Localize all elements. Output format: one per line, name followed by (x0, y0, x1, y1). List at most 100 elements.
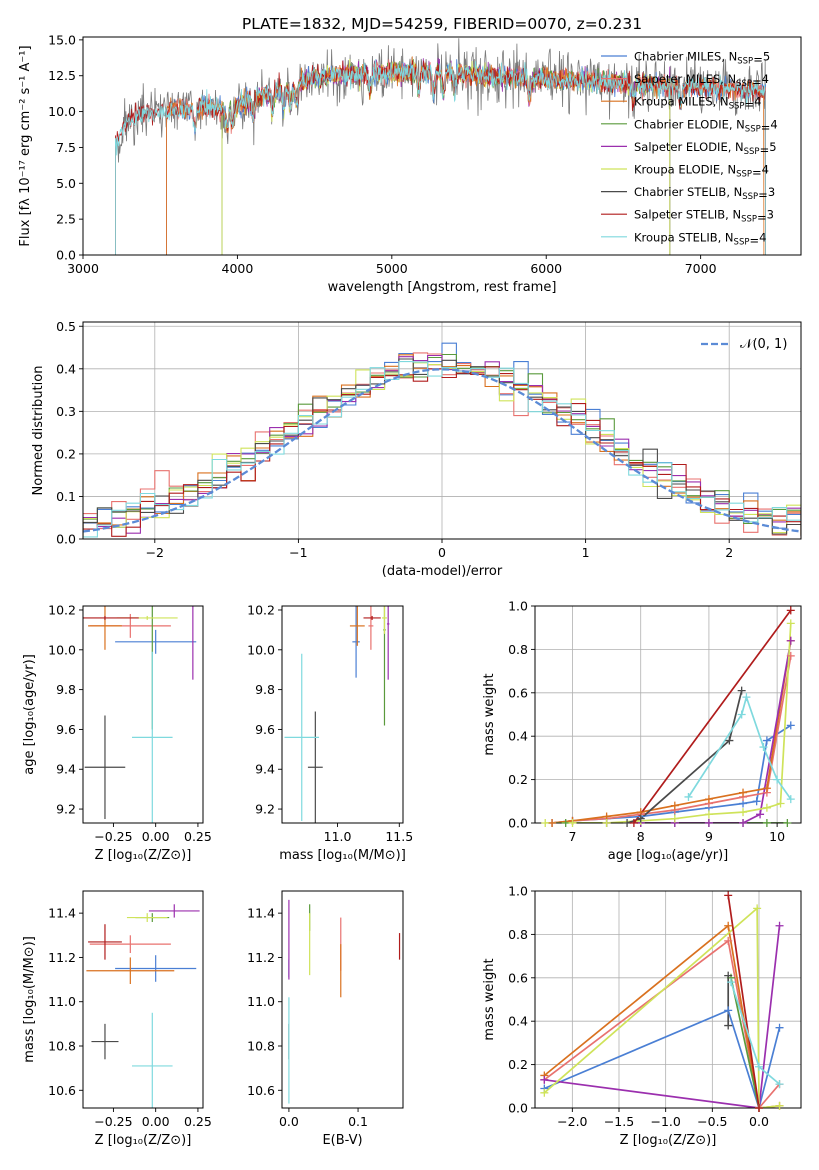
y-tick-label: 12.5 (48, 68, 76, 83)
y-tick-label: 10.2 (247, 602, 275, 617)
y-tick-label: 11.4 (48, 906, 76, 921)
legend-nssp-value: 4 (759, 230, 766, 244)
x-axis-label: E(B-V) (322, 1133, 362, 1148)
x-axis-label: Z [log₁₀(Z/Z⊙)] (620, 1133, 717, 1148)
axes-frame (534, 605, 802, 824)
x-tick-label: 9 (705, 829, 713, 844)
spectrum-line (115, 60, 766, 255)
legend-nssp-subscript: SSP (745, 124, 761, 134)
x-tick-label: 0.1 (348, 1114, 368, 1129)
error-bar-point (115, 629, 197, 654)
y-tick-label: 0.6 (508, 970, 528, 985)
plot-area-mass-weight-vs-Z (543, 895, 781, 1108)
x-tick-label: 2 (725, 545, 733, 560)
data-point-marker (670, 801, 679, 810)
error-bar-point (115, 955, 197, 982)
data-point-marker (568, 819, 577, 827)
axes-mass-weight-vs-age: 7 8 9 10 0.0 0.2 0.4 0.6 0.8 1.0 age [log₁₀(age/yr… (482, 599, 802, 863)
legend-nssp-value: 4 (770, 117, 777, 131)
legend-nssp-prefix: , N (720, 72, 736, 86)
legend-equals: = (752, 75, 762, 89)
axes-frame (281, 890, 404, 1109)
axes-mass-weight-vs-Z: −2.0 −1.5 −1.0 −0.5 0.0 0.0 0.2 0.4 0.6 0.8 1.0 Z [… (482, 884, 802, 1148)
x-tick-label: 8 (637, 829, 645, 844)
y-tick-label: 15.0 (48, 32, 76, 47)
x-tick-label: 0.0 (279, 1114, 299, 1129)
error-bar-point (352, 606, 360, 678)
y-tick-label: 0.8 (508, 642, 528, 657)
data-point-marker (776, 799, 785, 808)
data-point-marker (775, 921, 784, 930)
data-point-marker (786, 651, 795, 660)
error-bar-point (386, 606, 390, 680)
y-tick-label: 0.4 (508, 1014, 528, 1029)
y-axis-label: mass weight (482, 673, 497, 755)
legend-nssp-prefix: , N (725, 208, 741, 222)
error-bar-point (126, 913, 168, 922)
error-bar-point (84, 715, 126, 820)
error-bar-point (88, 606, 122, 650)
y-tick-label: 0.0 (508, 1101, 528, 1116)
legend-equals: = (753, 53, 763, 67)
data-point-marker (739, 819, 748, 827)
x-tick-label: −1.5 (604, 1114, 634, 1129)
y-tick-label: 0.4 (56, 361, 76, 376)
x-tick-label: −1 (289, 545, 307, 560)
legend-nssp-prefix: , N (726, 185, 742, 199)
y-tick-label: 9.6 (56, 722, 76, 737)
axes-age-vs-mass: 11.0 11.5 9.2 9.4 9.6 9.8 10.0 10.2 mass [log₁₀(… (247, 602, 413, 863)
mass-weight-line (730, 977, 760, 1108)
x-tick-label: −0.25 (94, 1114, 132, 1129)
plot-area-mass-vs-EBV (288, 899, 401, 1104)
data-point-marker (773, 775, 782, 784)
x-axis-label: age [log₁₀(age/yr)] (608, 848, 729, 863)
legend-model-name: Chabrier ELODIE (634, 117, 729, 131)
data-point-marker (623, 819, 632, 827)
data-point-marker (755, 1062, 763, 1071)
data-point-marker (737, 686, 746, 695)
error-bar-point (89, 935, 171, 953)
y-axis-label: Flux [fλ 10⁻¹⁷ erg cm⁻² s⁻¹ A⁻¹] (18, 45, 33, 246)
legend-nssp-subscript: SSP (737, 57, 753, 67)
mass-weight-line (727, 895, 760, 1108)
y-tick-label: 10.8 (48, 1039, 76, 1054)
legend-nssp-value: 4 (754, 95, 761, 109)
legend-nssp-value: 3 (768, 185, 775, 199)
x-tick-label: 0.00 (142, 1114, 170, 1129)
data-point-marker (704, 795, 713, 804)
error-bar-point (83, 615, 139, 620)
y-tick-label: 10.8 (247, 1039, 275, 1054)
y-tick-label: 7.5 (56, 140, 76, 155)
legend-model-name: Salpeter ELODIE (634, 140, 728, 154)
y-tick-label: 0.2 (508, 772, 528, 787)
y-axis-label: Normed distribution (31, 366, 46, 496)
data-point-marker (737, 710, 746, 719)
data-point-marker (775, 1080, 784, 1089)
error-bar-point (88, 924, 122, 960)
x-tick-label: 0 (438, 545, 446, 560)
legend-nssp-prefix: , N (720, 163, 736, 177)
data-point-marker (775, 1101, 784, 1110)
axes-frame (534, 890, 802, 1109)
data-point-marker (762, 819, 771, 827)
axes-frame (82, 36, 802, 256)
x-axis-label: mass [log₁₀(M/M⊙)] (279, 848, 406, 863)
y-tick-label: 9.2 (255, 802, 275, 817)
y-tick-label: 0.2 (56, 446, 76, 461)
data-point-marker (724, 1021, 733, 1030)
data-point-marker (704, 810, 713, 819)
plot-area-spectrum (115, 38, 766, 255)
error-bar-point (132, 651, 173, 823)
data-point-marker (762, 736, 771, 745)
error-bar-point (363, 615, 381, 620)
legend-nssp-subscript: SSP (742, 192, 758, 202)
legend-label: Chabrier MILES, NSSP=5 (634, 50, 770, 67)
error-bar-point (91, 1023, 119, 1060)
x-tick-label: 5000 (376, 261, 408, 276)
x-tick-label: −2.0 (557, 1114, 587, 1129)
legend-model-name: Kroupa ELODIE (634, 163, 720, 177)
legend-label: Kroupa STELIB, NSSP=4 (634, 230, 766, 247)
y-tick-label: 10.2 (48, 602, 76, 617)
x-tick-label: 1 (582, 545, 590, 560)
